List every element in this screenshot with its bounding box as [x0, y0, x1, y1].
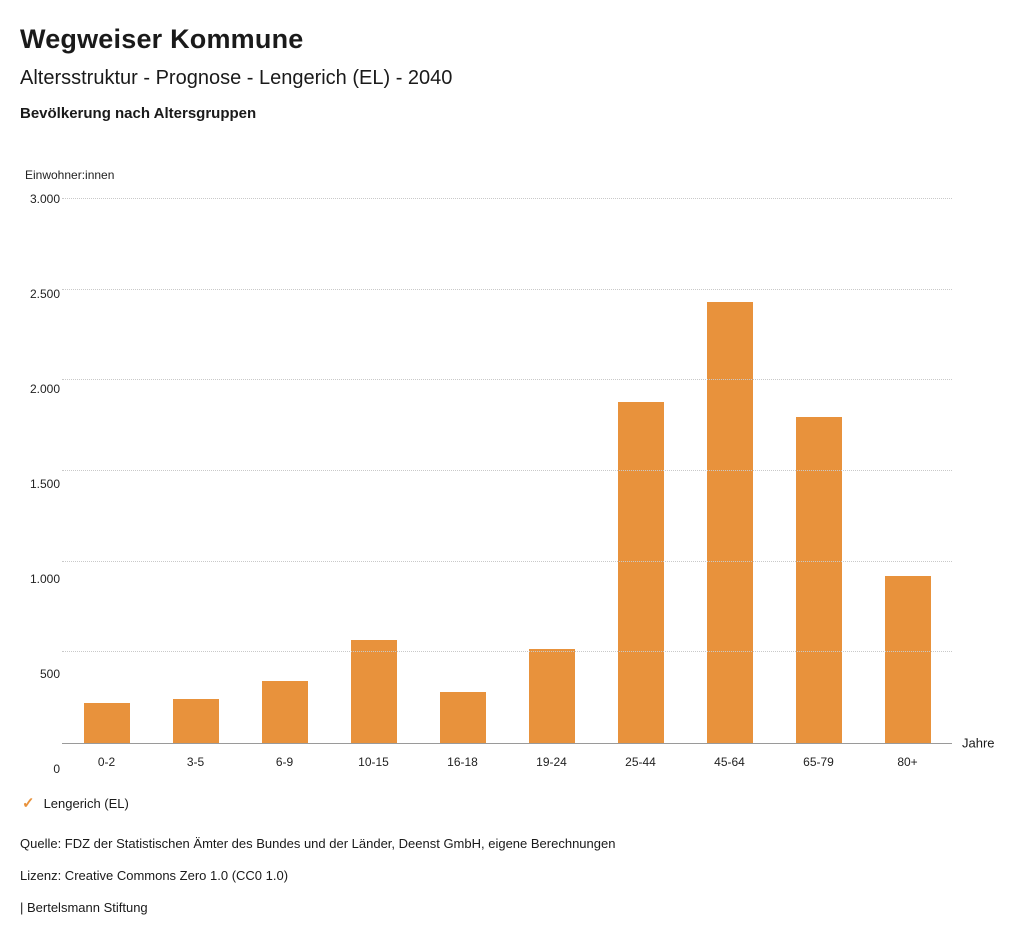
bar-80+[interactable] — [884, 576, 931, 743]
bar-chart: 0 500 1.000 1.500 2.000 2.500 3.000 Jahre 0-2 3… — [20, 192, 1004, 776]
legend-label: Lengerich (EL) — [43, 796, 129, 811]
attribution-text: | Bertelsmann Stiftung — [20, 900, 148, 915]
bar-3-5[interactable] — [172, 699, 219, 743]
bar-slot — [240, 199, 329, 743]
y-tick-label: 0 — [53, 762, 60, 776]
bar-25-44[interactable] — [617, 402, 664, 743]
bar-slot — [329, 199, 418, 743]
bar-slot — [863, 199, 952, 743]
x-tick-label: 25-44 — [625, 755, 656, 769]
page: Wegweiser Kommune Altersstruktur - Progn… — [20, 24, 1004, 915]
x-tick-label: 0-2 — [97, 755, 116, 769]
x-axis-title: Jahre — [962, 735, 995, 751]
gridline — [62, 379, 952, 381]
x-tick-label: 10-15 — [358, 755, 389, 769]
bar-65-79[interactable] — [795, 416, 842, 743]
y-tick-label: 3.000 — [29, 192, 60, 206]
bar-45-64[interactable] — [706, 302, 753, 743]
x-tick-label: 65-79 — [803, 755, 834, 769]
x-axis-labels: 0-2 3-5 6-9 10-15 16-18 19-24 25-44 45-64 65-79 8… — [62, 755, 952, 769]
bar-0-2[interactable] — [83, 703, 130, 743]
gridline — [62, 288, 952, 290]
bar-16-18[interactable] — [439, 692, 486, 743]
gridline — [62, 651, 952, 653]
app-title: Wegweiser Kommune — [20, 24, 304, 54]
footer: Quelle: FDZ der Statistischen Ämter des … — [20, 836, 1004, 915]
plot-area: Jahre — [62, 198, 995, 751]
legend-item[interactable]: ✓ Lengerich (EL) — [22, 796, 1004, 811]
bar-slot — [151, 199, 240, 743]
bar-slot — [507, 199, 596, 743]
x-tick-label: 6-9 — [275, 755, 294, 769]
bar-6-9[interactable] — [261, 681, 308, 743]
x-tick-label: 3-5 — [186, 755, 205, 769]
gridline — [62, 198, 952, 199]
bar-slot — [596, 199, 685, 743]
chart-subtitle: Bevölkerung nach Altersgruppen — [20, 105, 257, 122]
bar-slot — [774, 199, 863, 743]
source-text: Quelle: FDZ der Statistischen Ämter des … — [20, 836, 616, 851]
y-tick-label: 1.000 — [29, 572, 60, 586]
check-icon: ✓ — [22, 795, 35, 812]
gridline — [62, 470, 952, 471]
bar-19-24[interactable] — [528, 648, 575, 743]
chart-title: Altersstruktur - Prognose - Lengerich (E… — [20, 67, 453, 89]
gridline — [62, 560, 952, 562]
bar-10-15[interactable] — [350, 639, 397, 743]
x-tick-label: 45-64 — [714, 755, 745, 769]
y-tick-label: 1.500 — [29, 477, 60, 491]
license-text: Lizenz: Creative Commons Zero 1.0 (CC0 1… — [20, 868, 289, 883]
y-tick-label: 500 — [39, 667, 60, 681]
bar-slot — [685, 199, 774, 743]
x-tick-label: 16-18 — [447, 755, 478, 769]
y-tick-label: 2.000 — [29, 382, 60, 396]
y-axis-title: Einwohner:innen — [25, 168, 115, 182]
bars-container — [62, 199, 952, 743]
bar-slot — [418, 199, 507, 743]
y-tick-label: 2.500 — [29, 287, 60, 301]
bar-slot — [62, 199, 151, 743]
y-axis: 0 500 1.000 1.500 2.000 2.500 3.000 — [20, 192, 62, 776]
x-tick-label: 80+ — [897, 755, 918, 769]
x-tick-label: 19-24 — [536, 755, 567, 769]
